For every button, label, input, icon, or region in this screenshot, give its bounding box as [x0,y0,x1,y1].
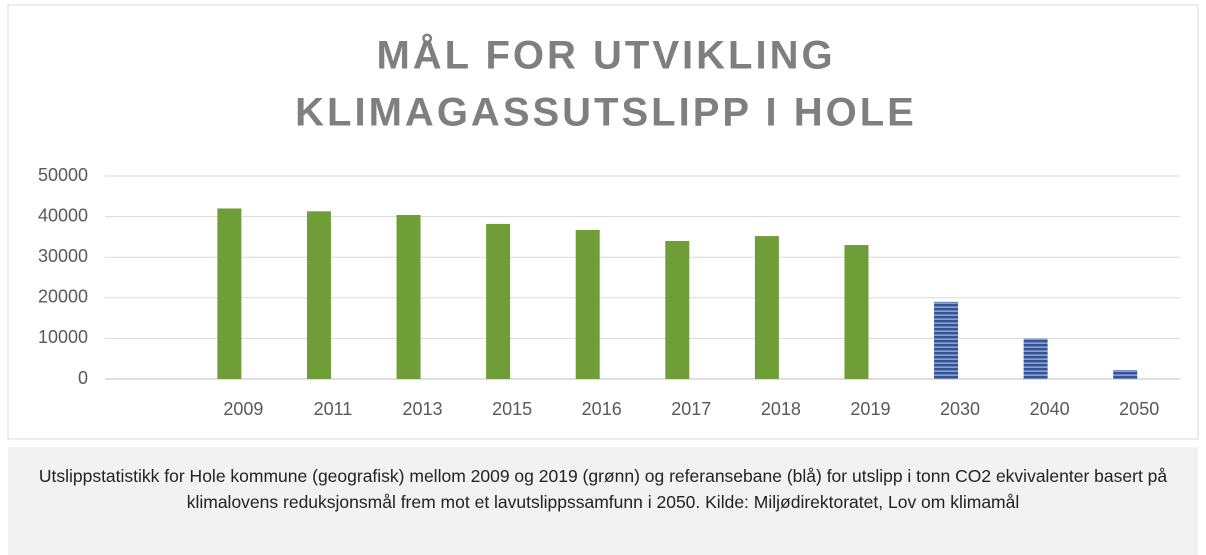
bar [665,240,690,379]
bar [575,229,600,379]
bar [486,223,511,379]
bar [1113,370,1138,379]
y-tick-label: 30000 [38,246,88,266]
x-tick-label: 2017 [671,399,711,419]
chart-title: KLIMAGASSUTSLIPP I HOLE [295,91,917,135]
y-tick-label: 50000 [38,165,88,185]
y-tick-label: 10000 [38,327,88,347]
x-tick-label: 2019 [850,399,890,419]
chart: MÅL FOR UTVIKLING KLIMAGASSUTSLIPP I HOLE… [7,4,1199,440]
x-tick-label: 2011 [314,399,353,419]
x-tick-label: 2040 [1030,399,1070,419]
chart-frame [7,4,1199,440]
x-tick-label: 2050 [1119,399,1159,419]
bar [934,301,959,379]
bar [396,214,421,379]
bar [844,245,869,379]
x-tick-label: 2015 [492,399,532,419]
y-tick-label: 20000 [38,287,88,307]
y-tick-label: 40000 [38,205,88,225]
x-tick-label: 2016 [582,399,622,419]
bar [217,208,242,379]
bar [754,236,779,379]
x-tick-label: 2030 [940,399,980,419]
y-tick-label: 0 [78,368,88,388]
caption: Utslippstatistikk for Hole kommune (geog… [8,447,1198,555]
x-tick-label: 2013 [403,399,443,419]
bar [306,211,331,379]
x-tick-label: 2009 [223,399,263,419]
bar [1023,338,1048,379]
x-tick-label: 2018 [761,399,801,419]
chart-title: MÅL FOR UTVIKLING [376,33,835,78]
